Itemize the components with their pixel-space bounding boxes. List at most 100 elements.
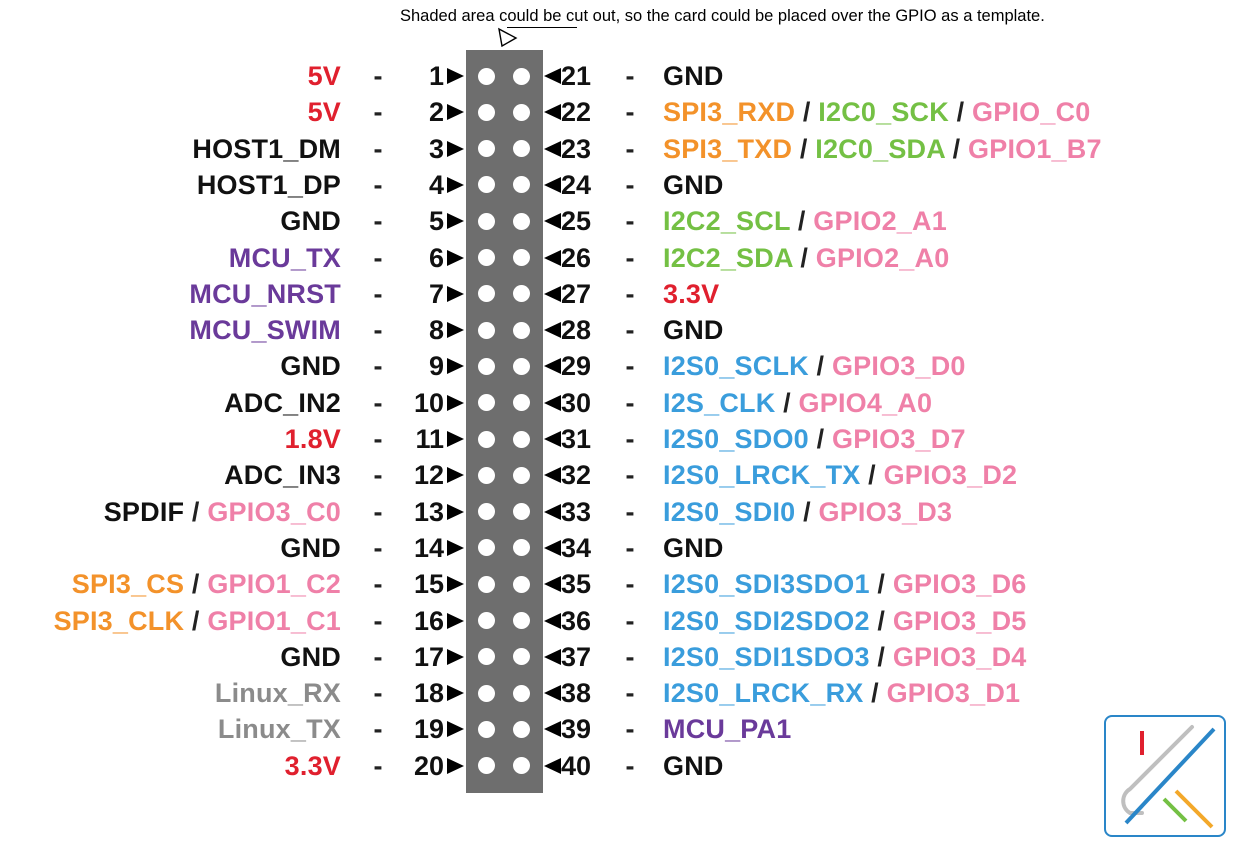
pin-arrow-right-icon — [447, 757, 464, 774]
pin-arrow-right-icon — [447, 68, 464, 84]
signal-name: GPIO1_B7 — [968, 133, 1102, 164]
signal-name: I2S_CLK — [663, 387, 776, 418]
dash: - — [373, 496, 383, 527]
pin-arrow-right-icon — [447, 721, 464, 738]
right-pin-label: I2S0_SDI0 / GPIO3_D3 — [663, 494, 952, 530]
pin-hole — [478, 212, 495, 230]
dash: - — [625, 569, 635, 600]
label-separator: / — [792, 242, 816, 273]
dash: - — [625, 678, 635, 709]
signal-name: SPDIF — [103, 496, 185, 527]
pin-arrow-right-icon — [447, 104, 464, 121]
signal-name: 5V — [307, 61, 341, 91]
pin-hole — [513, 321, 530, 339]
pin-number: 22 — [561, 97, 592, 128]
dash: - — [625, 206, 635, 237]
pin-number: 13 — [413, 496, 444, 527]
dash: - — [625, 97, 635, 128]
signal-name: MCU_NRST — [189, 278, 341, 309]
pin-hole — [478, 285, 495, 303]
pin-hole — [513, 575, 530, 593]
pin-arrow-right-icon — [447, 431, 464, 447]
pin-hole — [478, 321, 495, 339]
pin-number: 30 — [561, 387, 592, 418]
label-separator: / — [795, 97, 819, 128]
pin-number: 29 — [561, 351, 592, 382]
label-separator: / — [944, 133, 969, 164]
dash: - — [625, 750, 635, 781]
signal-name: I2S0_SCLK — [663, 351, 809, 382]
pin-number: 11 — [415, 424, 444, 454]
label-separator: / — [808, 351, 832, 382]
dash: - — [373, 278, 383, 309]
left-pin-label: 5V — [308, 94, 341, 130]
left-pin-label: SPI3_CLK / GPIO1_C1 — [54, 603, 341, 639]
dash: - — [373, 206, 383, 237]
dash: - — [625, 278, 635, 309]
pin-hole — [478, 430, 495, 448]
pin-number: 12 — [413, 460, 444, 491]
signal-name: GPIO3_D7 — [832, 424, 966, 454]
label-separator: / — [775, 387, 799, 418]
pin-hole — [513, 466, 530, 484]
dash: - — [373, 605, 383, 636]
label-separator: / — [808, 424, 832, 454]
left-pin-label: ADC_IN3 — [224, 457, 341, 493]
dash: - — [373, 387, 383, 418]
signal-name: I2S0_SDI3SDO1 — [663, 569, 870, 600]
pin-number: 2 — [428, 97, 444, 128]
pin-number: 19 — [413, 714, 444, 745]
label-separator: / — [863, 678, 887, 709]
pin-hole — [513, 140, 530, 158]
pin-arrow-left-icon — [544, 576, 561, 593]
signal-name: GPIO3_D3 — [818, 496, 953, 527]
brand-logo — [1104, 715, 1226, 837]
left-pin-label: GND — [280, 530, 341, 566]
pin-arrow-left-icon — [544, 721, 561, 738]
pin-hole — [513, 720, 530, 738]
dash: - — [373, 678, 383, 709]
pin-arrow-right-icon — [447, 685, 464, 702]
left-pin-label: Linux_RX — [215, 675, 341, 711]
dash: - — [373, 424, 383, 454]
signal-name: GND — [280, 206, 341, 237]
pin-hole — [478, 67, 495, 85]
pin-arrow-right-icon — [447, 213, 464, 230]
right-pin-label: GND — [663, 748, 724, 784]
right-pin-label: SPI3_RXD / I2C0_SCK / GPIO_C0 — [663, 94, 1091, 130]
pin-number: 23 — [561, 133, 592, 164]
signal-name: 1.8V — [284, 424, 341, 454]
right-pin-label: GND — [663, 312, 724, 348]
dash: - — [373, 169, 383, 200]
dash: - — [373, 532, 383, 563]
pin-hole — [513, 212, 530, 230]
signal-name: HOST1_DM — [192, 133, 341, 164]
pin-number: 9 — [428, 351, 444, 382]
signal-name: I2C0_SCK — [818, 97, 949, 128]
right-pin-label: I2S0_SDI1SDO3 / GPIO3_D4 — [663, 639, 1027, 675]
label-separator: / — [869, 605, 893, 636]
right-pin-label: GND — [663, 167, 724, 203]
right-pin-label: I2S0_SDI3SDO1 / GPIO3_D6 — [663, 566, 1027, 602]
signal-name: GND — [663, 315, 724, 346]
signal-name: GPIO2_A1 — [813, 206, 947, 237]
pin-number: 24 — [561, 169, 592, 200]
dash: - — [373, 315, 383, 346]
signal-name: GPIO4_A0 — [798, 387, 933, 418]
pin-number: 39 — [561, 714, 592, 745]
dash: - — [625, 460, 635, 491]
left-pin-label: HOST1_DM — [192, 131, 341, 167]
signal-name: SPI3_RXD — [663, 97, 796, 128]
pin-arrow-left-icon — [544, 213, 561, 230]
pin-arrow-left-icon — [544, 503, 561, 520]
label-separator: / — [792, 133, 816, 164]
dash: - — [625, 641, 635, 672]
signal-name: SPI3_CLK — [53, 605, 185, 636]
pin-number: 26 — [561, 242, 592, 273]
pin-hole — [478, 539, 495, 557]
pin-number: 28 — [561, 315, 592, 346]
signal-name: Linux_RX — [214, 678, 341, 709]
signal-name: I2S0_LRCK_TX — [663, 460, 861, 491]
dash: - — [373, 61, 383, 91]
signal-name: I2C2_SDA — [663, 242, 793, 273]
